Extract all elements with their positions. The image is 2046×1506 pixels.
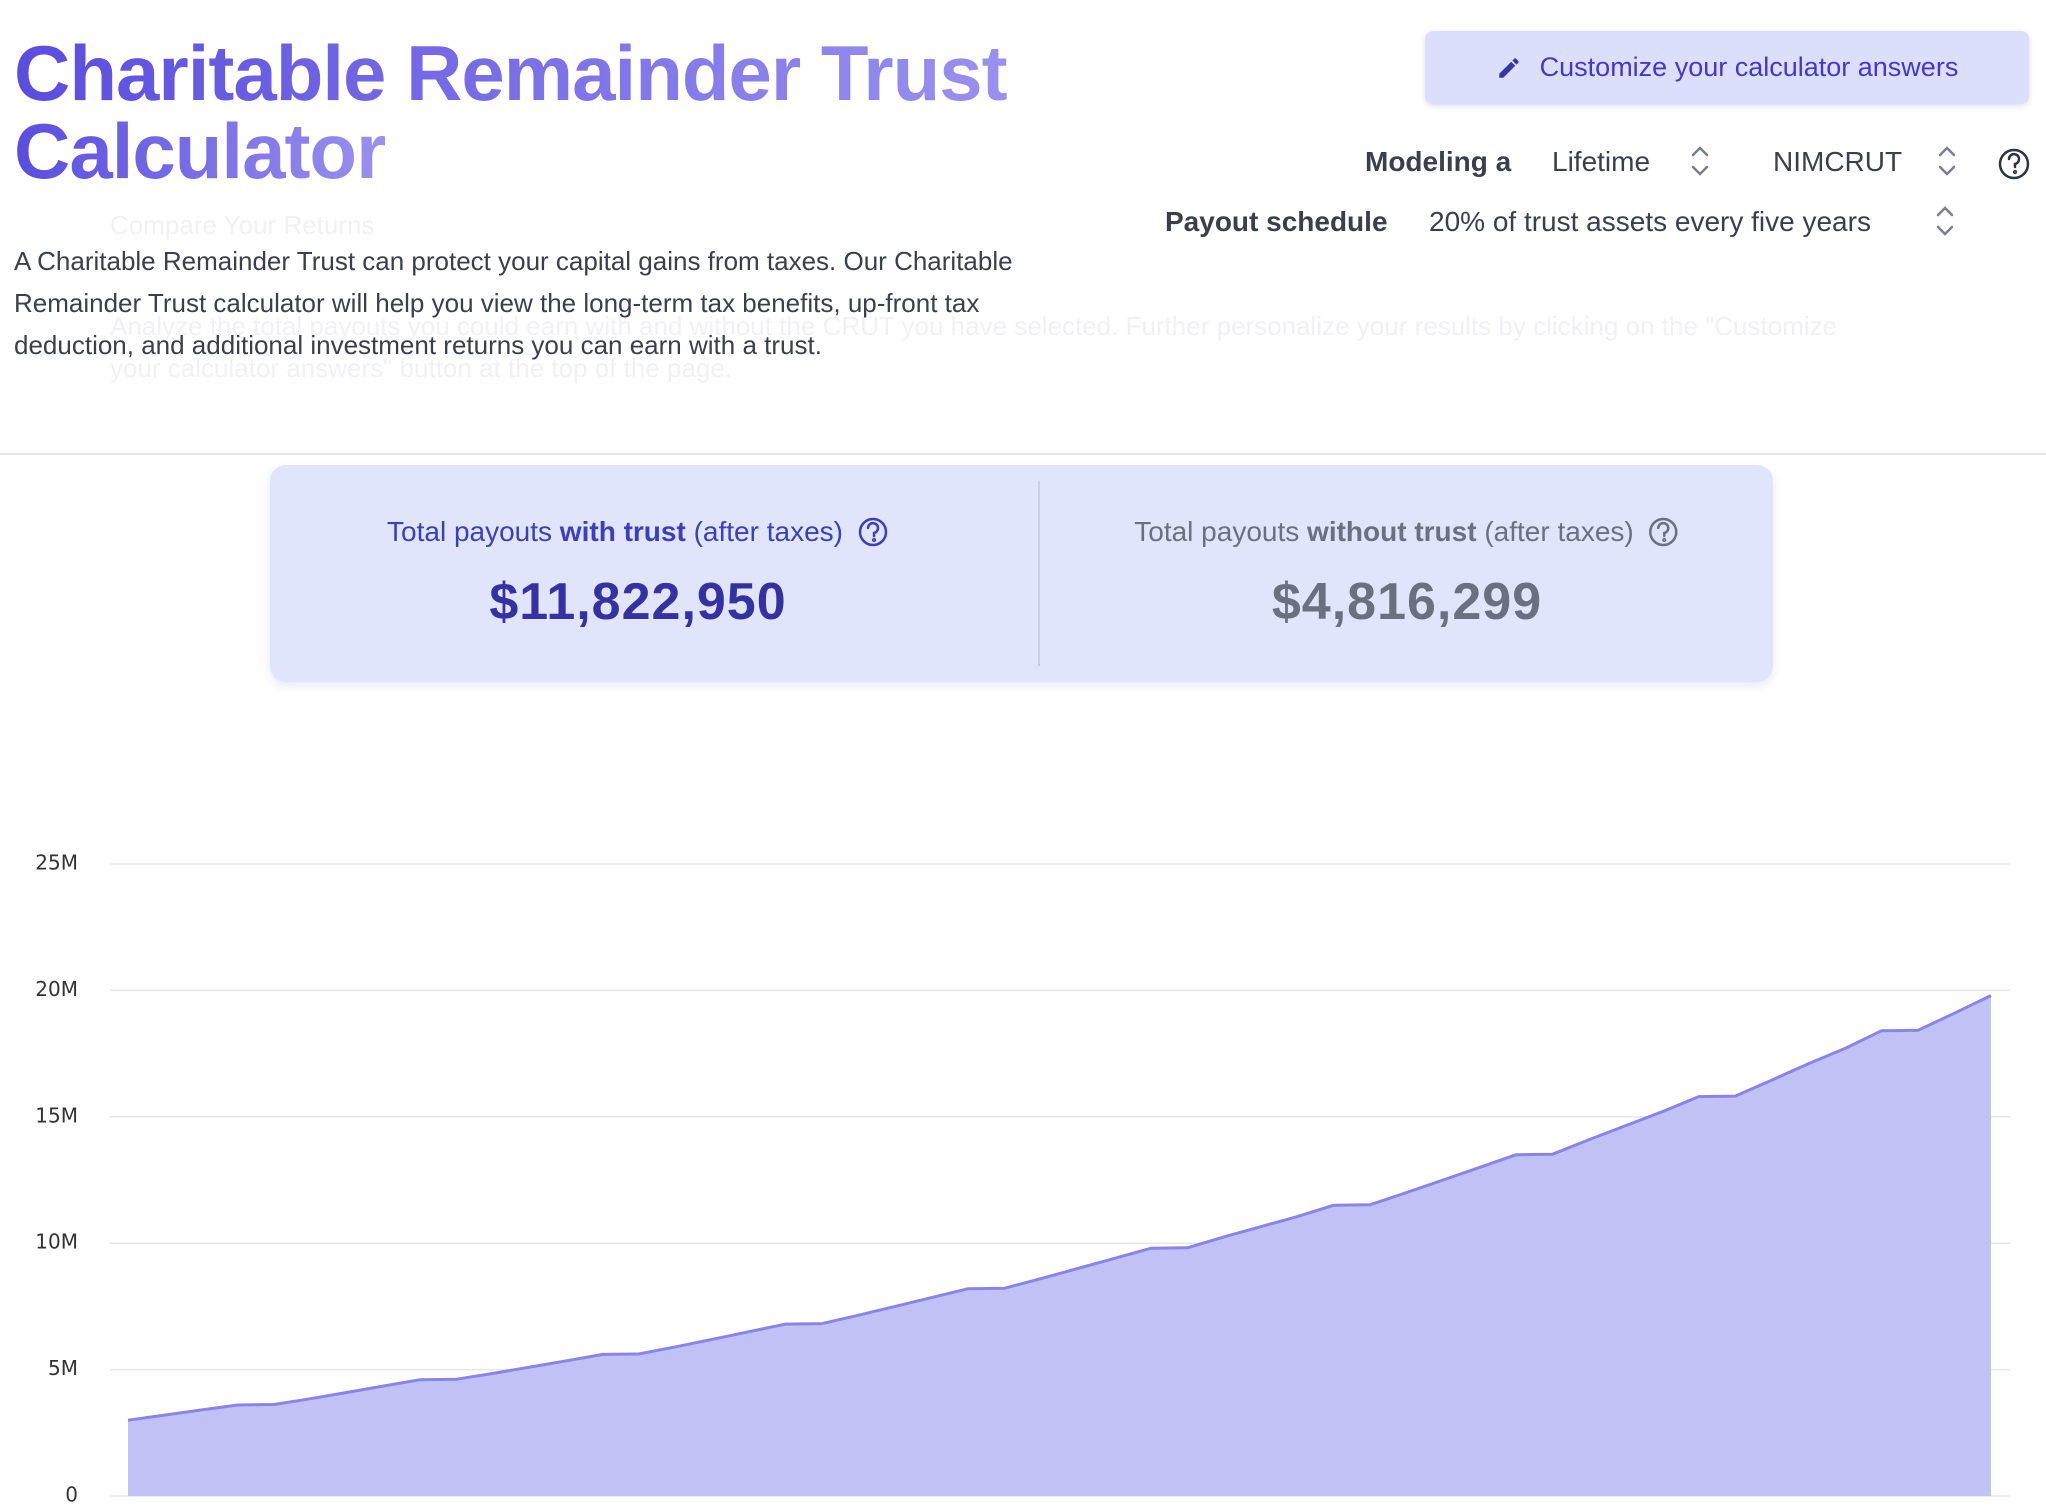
- card-divider: [1038, 481, 1040, 666]
- button-label: Customize your calculator answers: [1539, 52, 1959, 82]
- customize-button[interactable]: Customize your calculator answers: [1425, 31, 2029, 104]
- label-text: Total payouts: [1134, 516, 1308, 547]
- help-icon[interactable]: [1648, 516, 1680, 548]
- area: [128, 995, 1991, 1496]
- modeling-label: Modeling a: [1365, 146, 1512, 177]
- label-bold: with trust: [559, 516, 686, 547]
- label-text: (after taxes): [1476, 516, 1634, 547]
- pencil-icon: [1498, 57, 1519, 78]
- y-tick-label: 15M: [35, 1103, 78, 1127]
- label-text: Total payouts: [387, 516, 560, 547]
- help-icon: [1998, 148, 2030, 180]
- faded-heading: Compare Your Returns: [110, 210, 375, 240]
- without-trust-label: Total payouts without trust (after taxes…: [1134, 516, 1679, 548]
- divider: [0, 453, 2046, 455]
- label-bold: without trust: [1307, 516, 1477, 547]
- payout-select[interactable]: 20% of trust assets every five years: [1429, 206, 1871, 237]
- y-tick-label: 20M: [35, 977, 78, 1001]
- label-text: (after taxes): [685, 516, 843, 547]
- y-tick-label: 10M: [35, 1230, 78, 1254]
- trust-type-select[interactable]: NIMCRUT: [1773, 146, 1903, 177]
- with-trust-label: Total payouts with trust (after taxes): [387, 516, 889, 548]
- description: A Charitable Remainder Trust can protect…: [14, 246, 1013, 360]
- summary-card: [270, 465, 1773, 682]
- line: [127, 994, 1992, 1422]
- payout-label: Payout schedule: [1165, 206, 1388, 237]
- chevron: [1691, 146, 1709, 176]
- chevron: [1938, 146, 1956, 176]
- title: Calculator: [14, 107, 386, 195]
- control-icons: [1691, 146, 2030, 236]
- y-tick-label: 25M: [35, 851, 78, 875]
- title: Charitable Remainder Trust: [14, 29, 1008, 117]
- chart: 0 5M 10M 15M 20M 25M: [35, 851, 2010, 1506]
- modeling-select[interactable]: Lifetime: [1552, 146, 1651, 177]
- y-tick-label: 0: [65, 1483, 78, 1506]
- with-trust-amount: $11,822,950: [489, 573, 787, 631]
- y-tick-label: 5M: [48, 1356, 78, 1380]
- without-trust-amount: $4,816,299: [1271, 573, 1543, 631]
- chevron: [1936, 206, 1954, 236]
- faded-text: Analyze the total payouts you could earn…: [110, 311, 1838, 383]
- help-icon[interactable]: [857, 516, 889, 548]
